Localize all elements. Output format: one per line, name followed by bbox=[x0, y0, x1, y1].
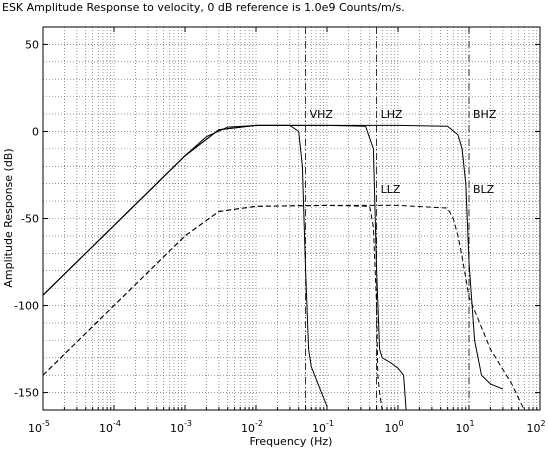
curve-annotation: LHZ bbox=[381, 108, 403, 121]
response-curves bbox=[42, 124, 525, 411]
x-tick-label: 100 bbox=[384, 419, 403, 435]
curve-annotation: BLZ bbox=[473, 183, 495, 196]
solid-response-curve bbox=[42, 124, 504, 390]
annotations: VHZ LHZ BHZ LLZ BLZ bbox=[310, 108, 497, 196]
y-tick-label: -50 bbox=[21, 213, 39, 226]
curve-annotation: VHZ bbox=[310, 108, 334, 121]
x-tick-label: 10-3 bbox=[170, 419, 192, 435]
x-tick-label: 101 bbox=[455, 419, 474, 435]
y-tick-label: 0 bbox=[32, 125, 39, 138]
chart-title: ESK Amplitude Response to velocity, 0 dB… bbox=[2, 1, 405, 14]
dashed-response-curve bbox=[42, 204, 525, 411]
nyquist-lines bbox=[305, 27, 470, 410]
x-tick-label: 102 bbox=[526, 419, 545, 435]
axis-ticks: 10-5 10-4 10-3 10-2 10-1 100 101 102 50 0 -50 -100 -… bbox=[14, 27, 546, 435]
x-tick-label: 10-5 bbox=[28, 419, 50, 435]
solid-response-curve bbox=[42, 124, 328, 407]
x-tick-label: 10-2 bbox=[241, 419, 263, 435]
curve-annotation: BHZ bbox=[473, 108, 497, 121]
curve-annotation: LLZ bbox=[381, 183, 401, 196]
solid-response-curve bbox=[42, 124, 407, 411]
x-tick-label: 10-1 bbox=[312, 419, 334, 435]
grid bbox=[42, 26, 540, 411]
y-tick-label: -100 bbox=[14, 300, 39, 313]
y-tick-label: 50 bbox=[25, 38, 39, 51]
x-tick-label: 10-4 bbox=[99, 419, 121, 435]
x-axis-label: Frequency (Hz) bbox=[250, 435, 333, 448]
y-axis-label: Amplitude Response (dB) bbox=[2, 148, 15, 287]
plot-frame bbox=[42, 26, 541, 411]
y-tick-label: -150 bbox=[14, 387, 39, 400]
